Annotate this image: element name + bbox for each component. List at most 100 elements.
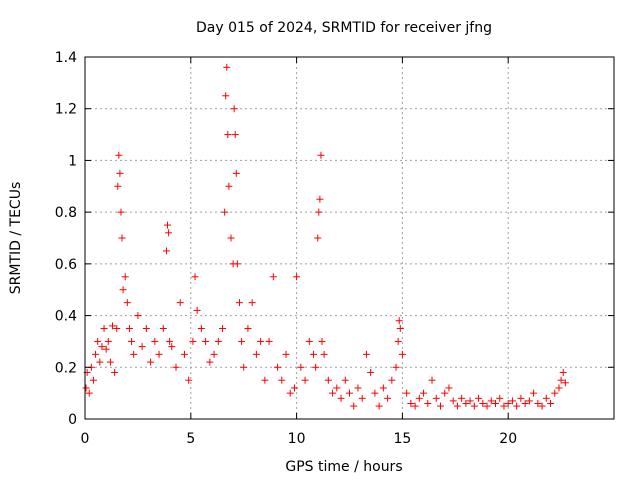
- data-point: [180, 350, 188, 358]
- data-point: [113, 325, 121, 332]
- data-point: [392, 363, 400, 371]
- data-point: [542, 394, 550, 402]
- data-point: [232, 169, 240, 177]
- data-point: [123, 299, 131, 307]
- data-point: [225, 182, 233, 190]
- data-point: [310, 350, 318, 358]
- data-point: [396, 325, 404, 332]
- data-point: [98, 343, 106, 351]
- data-point: [534, 399, 542, 407]
- data-point: [116, 169, 124, 177]
- data-point: [155, 350, 163, 358]
- data-point: [312, 363, 320, 371]
- grid-lines: [85, 57, 614, 419]
- plot-frame: [84, 56, 615, 420]
- data-point: [165, 229, 173, 237]
- data-point: [89, 376, 97, 384]
- data-point: [555, 384, 563, 392]
- data-point: [346, 389, 353, 397]
- y-tick-label: 1.2: [55, 102, 77, 118]
- data-point: [384, 394, 392, 402]
- data-point: [92, 350, 100, 358]
- data-point: [394, 337, 402, 345]
- data-point: [185, 376, 193, 384]
- data-point: [551, 389, 559, 397]
- data-point: [337, 394, 345, 402]
- data-point: [428, 376, 436, 384]
- data-point: [500, 402, 508, 410]
- data-point: [114, 182, 122, 190]
- data-point: [197, 325, 205, 332]
- data-point: [193, 306, 201, 314]
- data-point: [151, 337, 159, 345]
- data-point: [403, 389, 411, 397]
- data-point: [269, 273, 277, 281]
- data-point: [222, 92, 230, 100]
- data-point: [525, 397, 533, 405]
- data-point: [398, 350, 406, 358]
- data-point: [125, 325, 133, 332]
- data-point: [293, 273, 301, 281]
- data-point: [449, 397, 457, 405]
- data-point: [176, 299, 184, 307]
- data-point: [329, 389, 337, 397]
- data-point: [214, 337, 222, 345]
- data-point: [223, 63, 231, 71]
- data-point: [274, 363, 282, 371]
- data-point: [513, 402, 521, 410]
- y-tick-label: 0.4: [55, 309, 77, 325]
- data-point: [333, 384, 341, 392]
- data-point: [559, 368, 567, 376]
- data-point: [128, 337, 136, 345]
- data-point: [290, 384, 298, 392]
- data-point: [166, 337, 174, 345]
- data-point: [248, 299, 256, 307]
- data-point: [314, 234, 322, 242]
- data-point: [305, 337, 313, 345]
- data-point: [130, 350, 138, 358]
- data-point: [96, 358, 104, 366]
- data-point: [341, 376, 349, 384]
- data-point: [115, 151, 123, 159]
- data-point: [375, 402, 383, 410]
- x-tick-label: 15: [393, 431, 411, 447]
- data-point: [240, 363, 248, 371]
- data-point: [238, 337, 246, 345]
- data-point: [257, 337, 265, 345]
- data-point: [297, 363, 305, 371]
- data-point: [462, 399, 470, 407]
- data-point: [118, 234, 126, 242]
- data-point: [117, 208, 125, 216]
- data-point: [561, 379, 569, 387]
- data-point: [436, 402, 444, 410]
- data-point: [354, 384, 362, 392]
- data-point: [224, 131, 232, 139]
- data-point: [111, 368, 119, 376]
- data-point: [210, 350, 218, 358]
- data-point: [265, 337, 273, 345]
- data-point: [230, 105, 238, 113]
- data-point: [316, 195, 324, 203]
- data-point: [388, 376, 396, 384]
- data-point: [496, 394, 504, 402]
- data-point: [530, 389, 538, 397]
- y-tick-label: 0: [68, 412, 77, 428]
- data-point: [407, 399, 415, 407]
- data-point: [445, 384, 453, 392]
- data-point: [189, 337, 197, 345]
- data-point: [233, 260, 241, 268]
- data-point: [320, 350, 328, 358]
- tick-labels: 0 0.2 0.4 0.6 0.8 1 1.2 1.4 0 5 10 15 20: [55, 50, 517, 447]
- x-axis-label: GPS time / hours: [285, 459, 402, 475]
- data-point: [261, 376, 269, 384]
- chart-title: Day 015 of 2024, SRMTID for receiver jfn…: [196, 20, 492, 36]
- data-point: [362, 350, 370, 358]
- data-point: [358, 394, 366, 402]
- data-point: [121, 273, 129, 281]
- data-point: [318, 337, 326, 345]
- data-point: [504, 399, 512, 407]
- data-point: [278, 376, 286, 384]
- data-point: [315, 208, 323, 216]
- data-point: [379, 384, 387, 392]
